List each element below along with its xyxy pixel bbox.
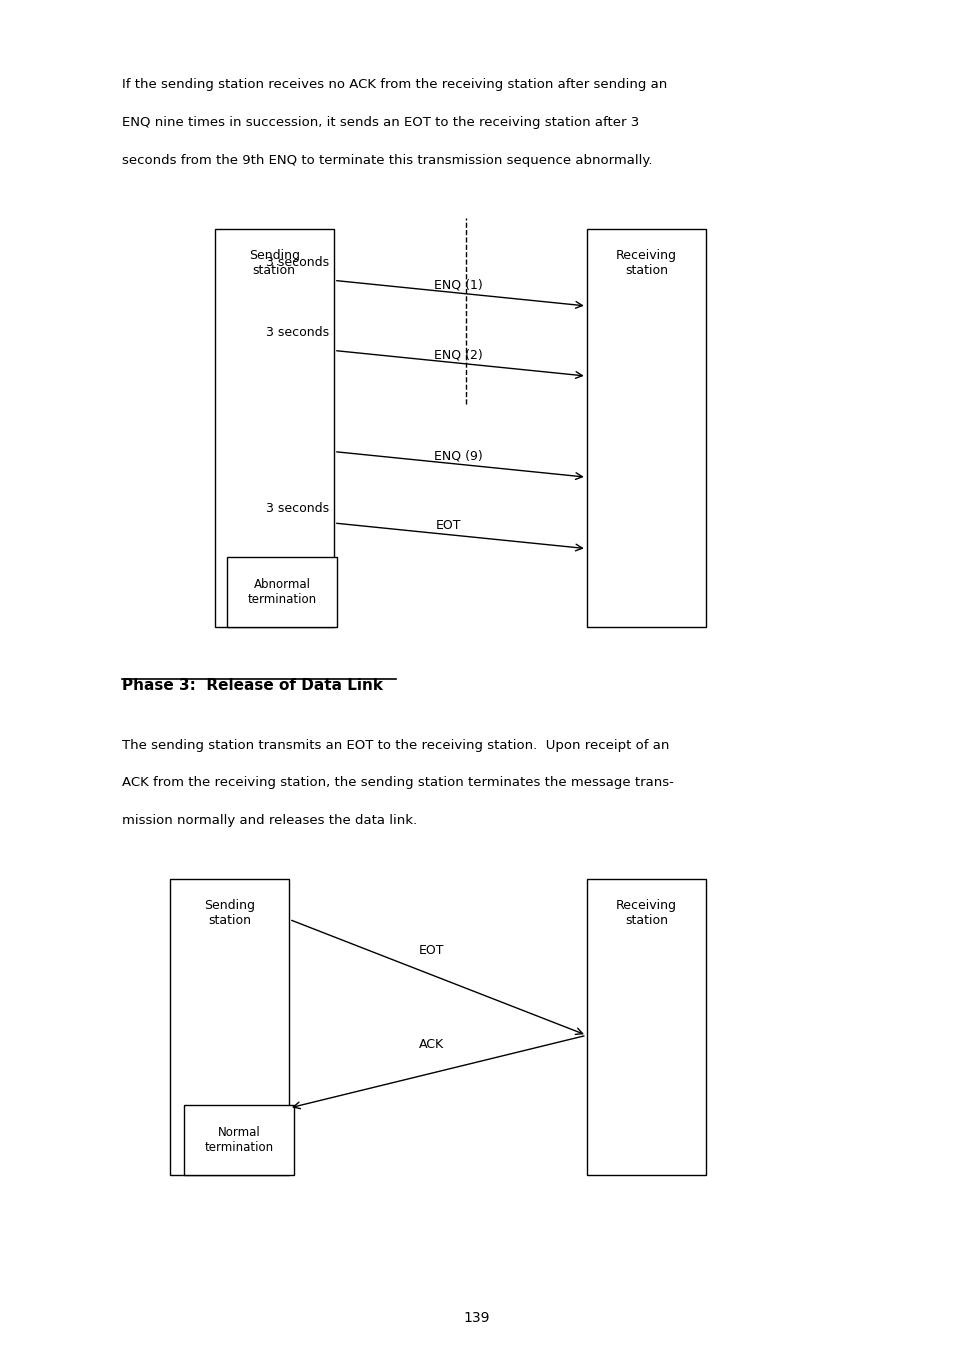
Text: Receiving
station: Receiving station bbox=[616, 249, 676, 278]
Text: ACK from the receiving station, the sending station terminates the message trans: ACK from the receiving station, the send… bbox=[122, 776, 673, 790]
Text: Normal
termination: Normal termination bbox=[204, 1127, 274, 1154]
Text: ENQ (2): ENQ (2) bbox=[433, 348, 482, 361]
Bar bbox=[227, 557, 336, 627]
Text: 3 seconds: 3 seconds bbox=[266, 326, 329, 340]
Text: mission normally and releases the data link.: mission normally and releases the data l… bbox=[122, 814, 416, 828]
Text: Receiving
station: Receiving station bbox=[616, 899, 676, 927]
Text: Abnormal
termination: Abnormal termination bbox=[247, 578, 316, 605]
Bar bbox=[170, 879, 289, 1175]
Text: ENQ nine times in succession, it sends an EOT to the receiving station after 3: ENQ nine times in succession, it sends a… bbox=[122, 116, 639, 129]
Bar bbox=[586, 879, 705, 1175]
Text: seconds from the 9th ENQ to terminate this transmission sequence abnormally.: seconds from the 9th ENQ to terminate th… bbox=[122, 154, 652, 167]
Text: 3 seconds: 3 seconds bbox=[266, 501, 329, 515]
Text: ENQ (9): ENQ (9) bbox=[433, 449, 482, 462]
Text: Phase 3:  Release of Data Link: Phase 3: Release of Data Link bbox=[122, 678, 383, 693]
Bar bbox=[586, 229, 705, 627]
Bar bbox=[214, 229, 334, 627]
Text: The sending station transmits an EOT to the receiving station.  Upon receipt of : The sending station transmits an EOT to … bbox=[122, 739, 669, 752]
Text: 3 seconds: 3 seconds bbox=[266, 256, 329, 270]
Text: If the sending station receives no ACK from the receiving station after sending : If the sending station receives no ACK f… bbox=[122, 78, 667, 92]
Text: EOT: EOT bbox=[436, 519, 460, 532]
Text: Sending
station: Sending station bbox=[204, 899, 254, 927]
Text: Sending
station: Sending station bbox=[249, 249, 299, 278]
Text: ENQ (1): ENQ (1) bbox=[433, 278, 482, 291]
Text: ACK: ACK bbox=[418, 1038, 443, 1051]
Text: EOT: EOT bbox=[418, 944, 443, 957]
Bar bbox=[184, 1105, 294, 1175]
Text: 139: 139 bbox=[463, 1312, 490, 1325]
